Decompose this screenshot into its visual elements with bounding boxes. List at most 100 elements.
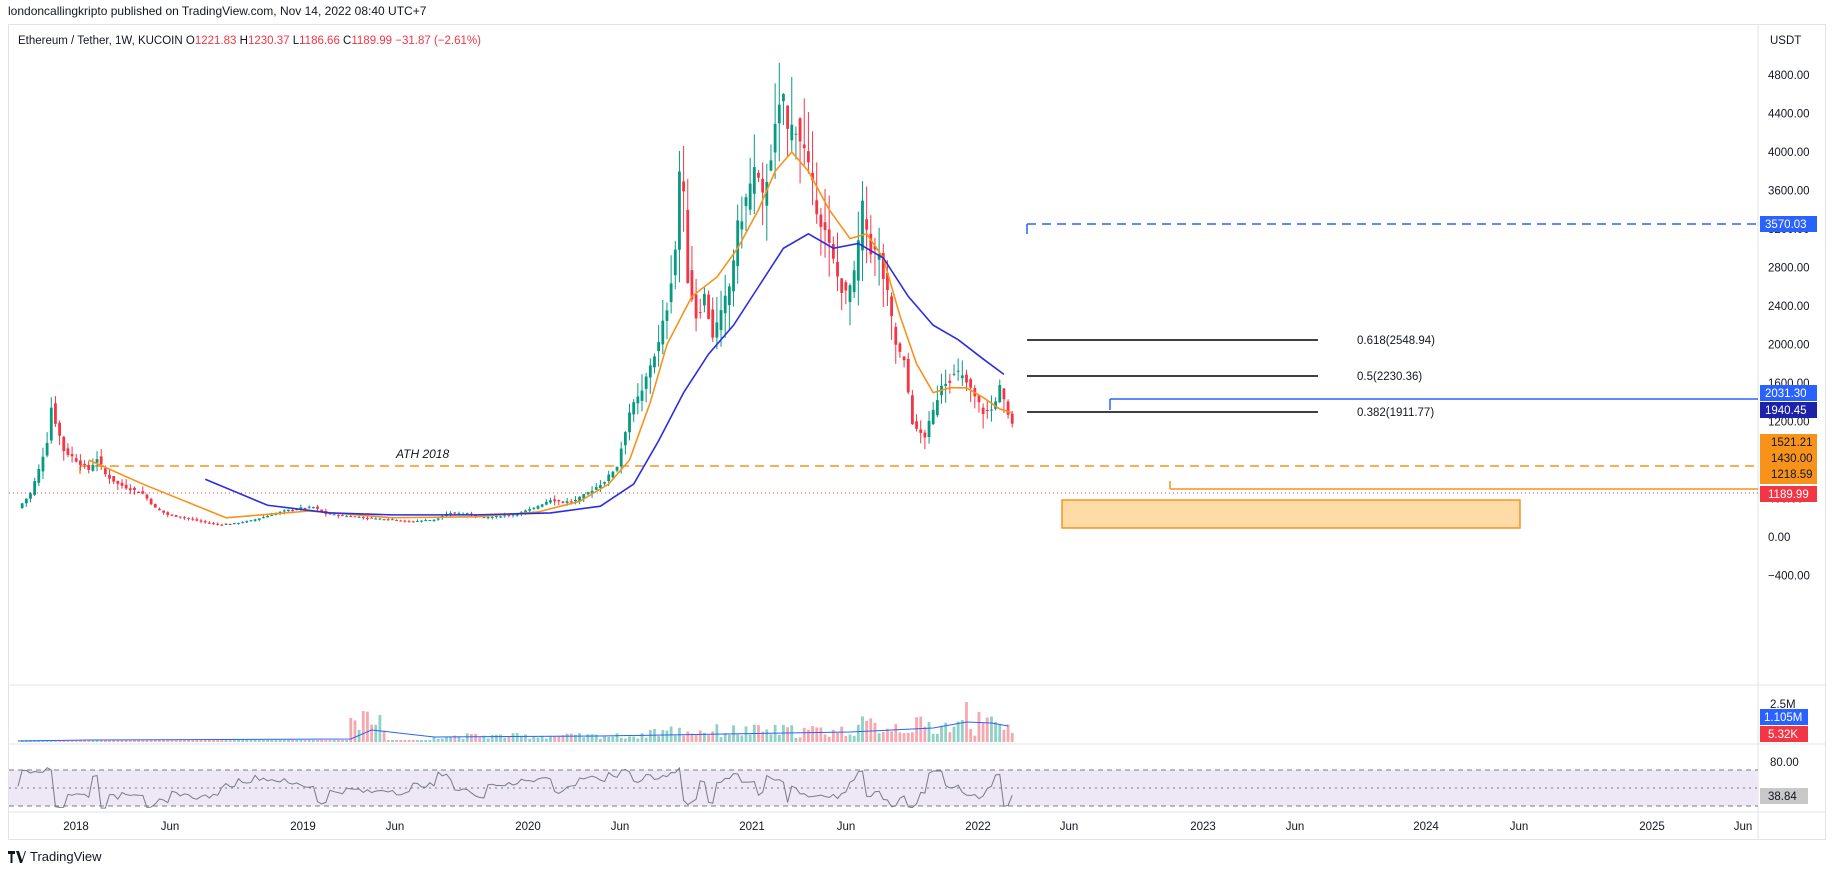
candle-body[interactable] <box>95 459 99 463</box>
candle-body[interactable] <box>727 286 731 306</box>
candle-body[interactable] <box>823 222 827 231</box>
candle-body[interactable] <box>877 254 881 260</box>
candle-body[interactable] <box>262 517 265 519</box>
price-axis[interactable]: 4800.004400.004000.003600.003200.002800.… <box>1768 70 1810 583</box>
candle-body[interactable] <box>191 518 195 520</box>
candle-body[interactable] <box>266 515 269 518</box>
candle-body[interactable] <box>170 514 174 516</box>
candle-body[interactable] <box>657 342 661 352</box>
candle-body[interactable] <box>232 523 236 525</box>
candle-body[interactable] <box>557 500 561 502</box>
candle-body[interactable] <box>565 501 569 503</box>
candle-body[interactable] <box>141 491 145 494</box>
candle-body[interactable] <box>91 464 95 471</box>
candle-body[interactable] <box>802 144 806 149</box>
candle-body[interactable] <box>927 420 931 437</box>
candle-body[interactable] <box>149 498 153 505</box>
candle-body[interactable] <box>607 474 611 481</box>
candle-body[interactable] <box>270 515 274 517</box>
candle-body[interactable] <box>124 484 128 489</box>
candle-body[interactable] <box>773 123 777 153</box>
candle-body[interactable] <box>831 244 835 259</box>
candle-body[interactable] <box>307 506 311 508</box>
candle-body[interactable] <box>241 522 245 524</box>
candle-body[interactable] <box>819 214 823 227</box>
candle-body[interactable] <box>998 384 1002 403</box>
candle-body[interactable] <box>890 296 893 317</box>
candle-body[interactable] <box>915 421 918 429</box>
candle-body[interactable] <box>116 481 120 484</box>
candle-body[interactable] <box>282 510 286 512</box>
candle-body[interactable] <box>183 517 186 519</box>
candle-body[interactable] <box>328 513 332 515</box>
candle-body[interactable] <box>769 160 773 171</box>
candle-body[interactable] <box>748 183 752 210</box>
candle-body[interactable] <box>632 402 636 415</box>
candlestick-series[interactable] <box>20 62 1014 527</box>
candle-body[interactable] <box>378 518 382 520</box>
candle-body[interactable] <box>1002 388 1006 400</box>
candle-body[interactable] <box>486 517 490 519</box>
candle-body[interactable] <box>341 515 344 517</box>
candle-body[interactable] <box>894 326 898 345</box>
candle-body[interactable] <box>74 458 78 462</box>
candle-body[interactable] <box>707 294 710 319</box>
candle-body[interactable] <box>395 520 398 522</box>
candle-body[interactable] <box>719 310 723 331</box>
currency-label[interactable]: USDT <box>1770 35 1802 47</box>
candle-body[interactable] <box>303 507 307 509</box>
candle-body[interactable] <box>590 490 594 494</box>
candle-body[interactable] <box>615 466 619 471</box>
candle-body[interactable] <box>29 493 32 499</box>
candle-body[interactable] <box>761 178 765 193</box>
candle-body[interactable] <box>990 409 993 411</box>
candle-body[interactable] <box>586 492 590 495</box>
candle-body[interactable] <box>228 523 232 525</box>
candle-body[interactable] <box>420 520 423 522</box>
candle-body[interactable] <box>49 407 53 441</box>
candle-body[interactable] <box>786 105 789 129</box>
candle-body[interactable] <box>407 521 411 523</box>
candle-body[interactable] <box>865 219 869 230</box>
candle-body[interactable] <box>540 504 544 507</box>
candle-body[interactable] <box>985 410 989 412</box>
demand-zone-box[interactable] <box>1061 499 1521 529</box>
candle-body[interactable] <box>245 521 249 523</box>
candle-body[interactable] <box>366 517 369 519</box>
candle-body[interactable] <box>703 293 706 306</box>
candle-body[interactable] <box>977 395 981 403</box>
candle-body[interactable] <box>24 498 28 504</box>
candle-body[interactable] <box>840 278 844 293</box>
candle-body[interactable] <box>599 485 602 489</box>
ema-fast-line[interactable] <box>88 150 1013 519</box>
candle-body[interactable] <box>902 356 906 361</box>
candle-body[interactable] <box>740 221 744 230</box>
candle-body[interactable] <box>503 515 507 517</box>
candle-body[interactable] <box>752 167 756 194</box>
candle-body[interactable] <box>174 515 178 517</box>
candle-body[interactable] <box>765 181 769 206</box>
candle-body[interactable] <box>507 515 511 517</box>
candle-body[interactable] <box>137 491 141 493</box>
candle-body[interactable] <box>544 501 548 505</box>
candle-body[interactable] <box>836 261 839 277</box>
candle-body[interactable] <box>316 506 319 509</box>
candle-body[interactable] <box>694 294 698 319</box>
candle-body[interactable] <box>162 510 165 513</box>
candle-body[interactable] <box>345 516 349 518</box>
candle-body[interactable] <box>790 124 794 141</box>
candle-body[interactable] <box>511 514 515 516</box>
candle-body[interactable] <box>295 509 299 511</box>
candle-body[interactable] <box>782 94 785 102</box>
candle-body[interactable] <box>532 507 536 509</box>
candle-body[interactable] <box>79 460 82 466</box>
candle-body[interactable] <box>736 220 740 267</box>
candle-body[interactable] <box>911 395 914 425</box>
candle-body[interactable] <box>145 494 149 499</box>
candle-body[interactable] <box>112 476 116 482</box>
candle-body[interactable] <box>54 403 57 424</box>
candle-body[interactable] <box>495 515 498 518</box>
candle-body[interactable] <box>919 429 923 433</box>
candle-body[interactable] <box>490 516 494 518</box>
